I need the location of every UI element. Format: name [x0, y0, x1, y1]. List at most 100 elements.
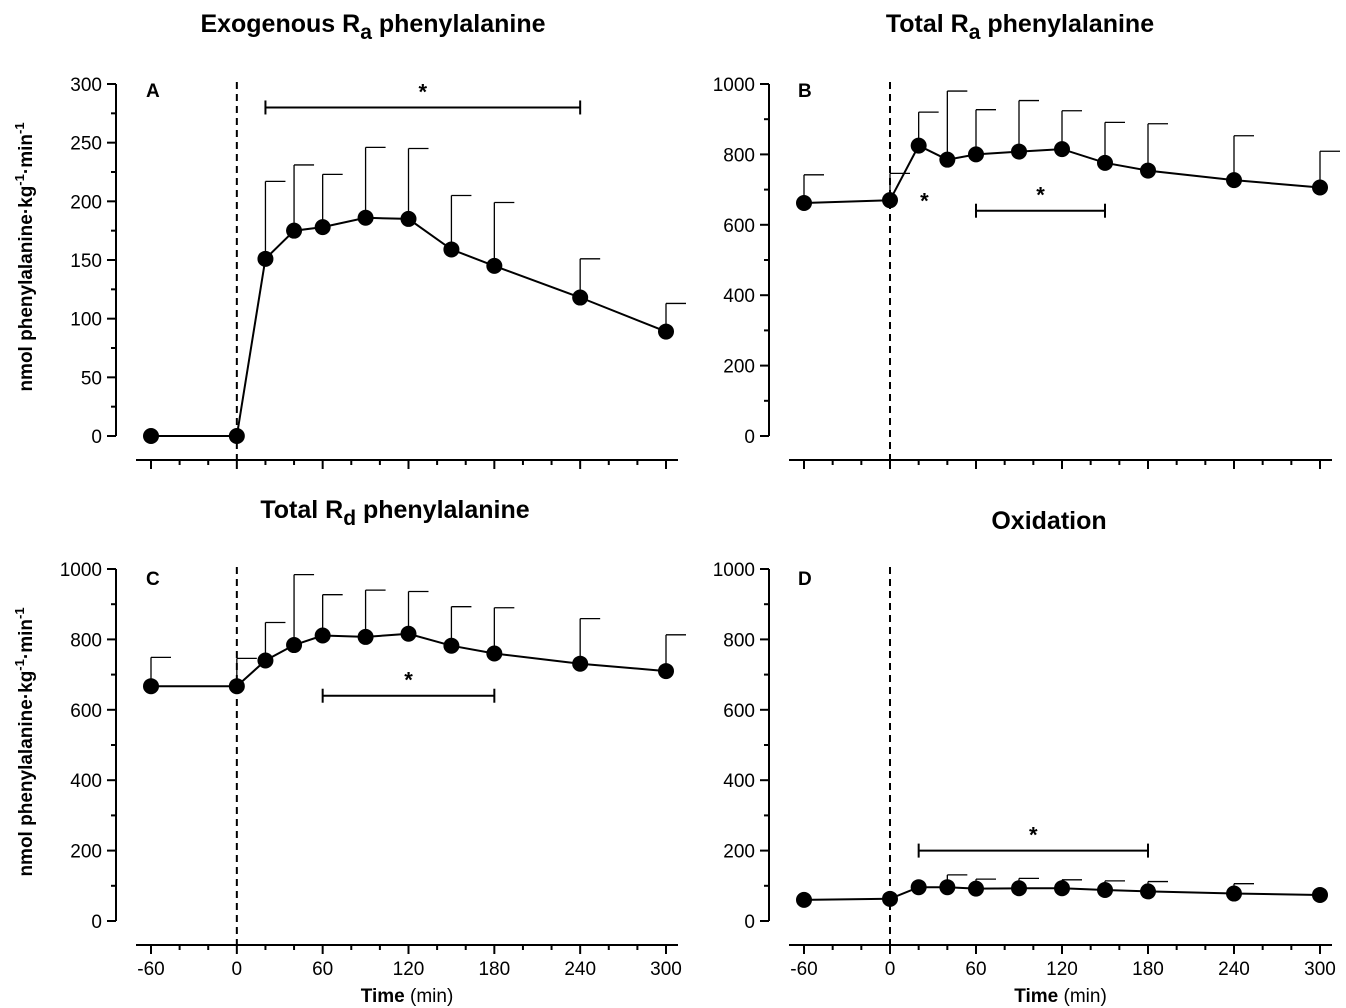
data-point	[286, 222, 303, 239]
y-tick-label: 800	[70, 630, 102, 651]
significance-star: *	[1036, 183, 1045, 208]
x-tick-label: 300	[650, 959, 682, 980]
chart-title-subscript: a	[969, 21, 981, 44]
data-point	[286, 637, 303, 654]
y-tick-label: 0	[91, 427, 102, 448]
y-axis-title-sup: -1	[12, 607, 27, 619]
data-point	[486, 645, 503, 662]
y-axis-title-main: nmol phenylalanine·kg	[16, 186, 37, 392]
x-axis-title: Time (min)	[1014, 986, 1107, 1007]
data-point	[1097, 154, 1113, 171]
chart-title-rest: phenylalanine	[372, 10, 546, 38]
y-tick-label: 600	[70, 701, 102, 722]
x-tick-label: 120	[1046, 959, 1078, 980]
x-tick-label: -60	[790, 959, 817, 980]
panel-d: Oxidation D 0 200 400 600 800 1000 -60 0 60 120 180 2…	[713, 507, 1336, 1007]
x-tick-label: -60	[137, 959, 164, 980]
chart-title: Oxidation	[991, 507, 1106, 535]
x-axis-title-unit: (min)	[410, 986, 453, 1007]
significance-star: *	[404, 668, 413, 693]
significance-star: *	[920, 189, 929, 214]
x-tick-label: 240	[1218, 959, 1250, 980]
y-axis-title: nmol phenylalanine·kg-1·min-1	[12, 122, 37, 391]
data-point	[314, 627, 331, 644]
y-tick-label: 50	[81, 368, 102, 389]
y-axis-title-sup: -1	[12, 659, 27, 671]
data-point	[143, 678, 159, 695]
data-point	[1097, 882, 1113, 899]
chart-title-subscript: a	[360, 21, 372, 44]
significance-star: *	[1029, 823, 1038, 848]
chart-title: Total Ra phenylalanine	[886, 10, 1154, 44]
y-tick-label: 800	[723, 145, 755, 166]
y-tick-label: 150	[70, 251, 102, 272]
data-point	[1312, 886, 1328, 903]
data-point	[658, 323, 674, 340]
data-point	[257, 250, 274, 267]
data-point	[143, 428, 159, 444]
chart-title-rest: phenylalanine	[980, 10, 1154, 38]
data-point	[882, 192, 898, 209]
chart-title: Exogenous Ra phenylalanine	[200, 10, 545, 44]
y-tick-label: 800	[723, 630, 755, 651]
y-tick-label: 200	[70, 842, 102, 863]
y-tick-label: 200	[723, 842, 755, 863]
data-point	[486, 257, 503, 274]
chart-title-main: Oxidation	[991, 507, 1106, 535]
data-point	[910, 137, 927, 154]
y-tick-label: 400	[70, 771, 102, 792]
data-point	[1011, 143, 1027, 160]
data-point	[1226, 885, 1242, 902]
panel-c: Total Rd phenylalanineC02004006008001000…	[12, 496, 686, 1007]
x-tick-label: 60	[312, 959, 333, 980]
y-tick-label: 0	[91, 912, 102, 933]
y-axis-title-mid: ·min	[16, 134, 37, 174]
y-tick-label: 100	[70, 310, 102, 331]
chart-title-main: Total R	[886, 10, 969, 38]
x-tick-label: 0	[885, 959, 896, 980]
data-point	[1226, 172, 1242, 189]
data-point	[228, 428, 245, 444]
data-point	[1140, 162, 1156, 179]
data-point	[443, 637, 460, 654]
data-point	[796, 194, 812, 211]
y-tick-label: 1000	[60, 560, 102, 581]
data-point	[939, 151, 956, 168]
panel-b: Total Ra phenylalanine B 0 200 400 600 800 1000…	[713, 10, 1340, 469]
data-point	[1312, 179, 1328, 196]
y-tick-label: 600	[723, 216, 755, 237]
x-tick-label: 120	[393, 959, 425, 980]
x-axis-title: Time (min)	[361, 986, 454, 1007]
chart-title-main: Total R	[260, 496, 343, 524]
y-tick-label: 400	[723, 286, 755, 307]
data-point	[939, 879, 956, 896]
panel-letter: D	[798, 569, 812, 590]
data-point	[1054, 141, 1070, 158]
y-axis-title-sup: -1	[12, 122, 27, 134]
data-point	[443, 241, 460, 258]
data-point	[572, 289, 589, 306]
y-tick-label: 400	[723, 771, 755, 792]
data-point	[968, 146, 984, 163]
data-point	[968, 880, 984, 897]
chart-title-rest: phenylalanine	[356, 496, 530, 524]
x-axis-title-unit: (min)	[1064, 986, 1107, 1007]
data-point	[1140, 883, 1156, 900]
y-tick-label: 200	[70, 192, 102, 213]
x-tick-label: 180	[1132, 959, 1164, 980]
data-point	[882, 890, 898, 907]
x-tick-label: 240	[564, 959, 596, 980]
data-point	[314, 219, 331, 236]
y-tick-label: 300	[70, 75, 102, 96]
x-tick-label: 0	[232, 959, 243, 980]
significance-star: *	[419, 79, 428, 104]
series-line	[151, 216, 667, 437]
y-tick-label: 1000	[713, 75, 755, 96]
x-axis-title-main: Time	[1014, 986, 1063, 1007]
x-tick-label: 60	[965, 959, 986, 980]
data-point	[257, 652, 274, 669]
y-axis-title: nmol phenylalanine·kg-1·min-1	[12, 607, 37, 876]
chart-title: Total Rd phenylalanine	[260, 496, 529, 530]
data-point	[357, 209, 374, 226]
